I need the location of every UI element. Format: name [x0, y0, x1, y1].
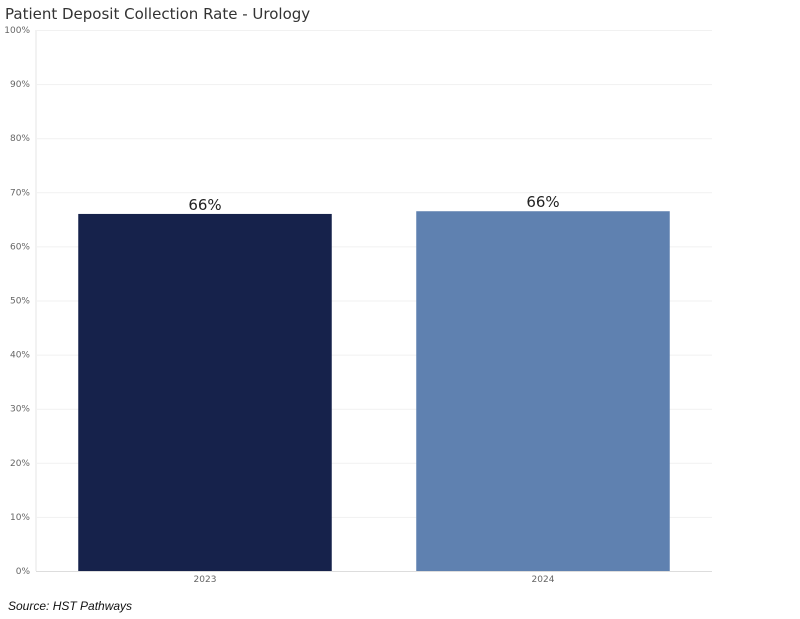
y-tick-label: 10%	[10, 513, 30, 523]
y-tick-label: 100%	[4, 26, 30, 36]
chart-title: Patient Deposit Collection Rate - Urolog…	[5, 5, 311, 23]
y-tick-label: 20%	[10, 459, 30, 469]
y-tick-label: 50%	[10, 297, 30, 307]
bar-2023[interactable]	[78, 213, 332, 571]
x-axis-ticks: 2023 2024	[194, 575, 555, 585]
data-label-2024: 66%	[526, 193, 559, 211]
y-tick-label: 70%	[10, 188, 30, 198]
x-tick-label: 2024	[532, 575, 555, 585]
y-tick-label: 40%	[10, 351, 30, 361]
y-tick-label: 80%	[10, 134, 30, 144]
source-note: Source: HST Pathways	[8, 599, 133, 613]
data-label-2023: 66%	[188, 196, 221, 214]
bar-2024[interactable]	[416, 211, 670, 572]
y-tick-label: 90%	[10, 80, 30, 90]
y-axis-ticks: 0% 10% 20% 30% 40% 50% 60% 70% 80% 90% 100%	[4, 26, 30, 577]
x-tick-label: 2023	[194, 575, 217, 585]
y-tick-label: 60%	[10, 242, 30, 252]
data-labels: 66% 66%	[188, 193, 559, 214]
y-tick-label: 30%	[10, 405, 30, 415]
bars	[78, 211, 670, 572]
y-tick-label: 0%	[16, 567, 31, 577]
